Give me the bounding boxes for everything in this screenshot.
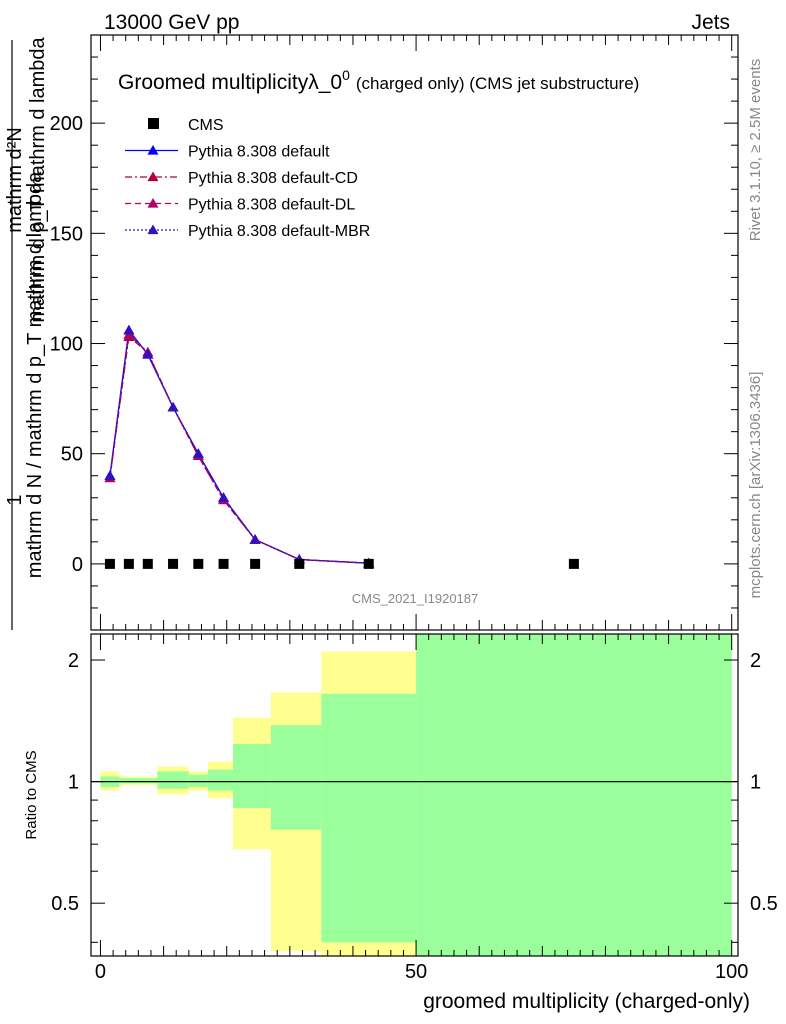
legend-label: CMS: [188, 117, 224, 134]
legend-marker: [147, 198, 159, 208]
y-tick-label: 150: [50, 223, 83, 245]
ratio-y-tick-label-left: 0.5: [51, 893, 79, 915]
ratio-plot-frame: [90, 633, 739, 957]
ratio-band-inner: [233, 743, 271, 809]
chart-title: Groomed multiplicityλ_00 (charged only) (…: [118, 67, 639, 94]
main-y-axis-label: 1 mathrm d N / mathrm d p_T mathrm d lam…: [4, 36, 49, 630]
ratio-y-tick-label-left: 2: [68, 650, 79, 672]
ratio-y-tick-label-right: 2: [750, 650, 761, 672]
ratio-y-tick-label-right: 0.5: [750, 893, 778, 915]
legend-marker: [147, 145, 159, 155]
main-plot-markers: [104, 558, 579, 569]
data-point: [123, 558, 134, 569]
series-line: [109, 328, 369, 564]
legend-marker: [147, 171, 159, 182]
ratio-y-axis-label: Ratio to CMS: [23, 750, 40, 839]
data-point: [568, 558, 579, 569]
x-tick-label: 50: [405, 961, 427, 983]
series-line: [109, 333, 369, 564]
x-axis-label: groomed multiplicity (charged-only): [423, 990, 750, 1013]
data-point: [218, 558, 229, 569]
y-label-denominator: mathrm d p_T mathrm d lambda: [27, 36, 49, 322]
main-plot-series: [104, 324, 375, 568]
y-tick-label: 0: [72, 554, 83, 576]
series-point: [123, 324, 135, 335]
legend-label: Pythia 8.308 default-DL: [188, 197, 355, 214]
header-right-label: Jets: [691, 11, 730, 34]
data-point: [250, 558, 261, 569]
series-point: [104, 470, 116, 480]
series-point: [142, 349, 154, 359]
ratio-band-inner: [321, 693, 417, 943]
ratio-bands: [91, 634, 738, 956]
data-point: [363, 558, 374, 569]
y-label-numerator: mathrm d²N: [4, 127, 26, 233]
ratio-y-tick-label-left: 1: [68, 772, 79, 794]
legend-label: Pythia 8.308 default-MBR: [188, 223, 370, 240]
ratio-plot-axes: 0.5 0.5 1 1 2 2 0 50 100: [51, 634, 778, 983]
main-plot-axes: 0 50 100 150 200: [50, 35, 738, 630]
series-line: [109, 328, 369, 564]
data-point: [168, 558, 179, 569]
x-tick-label: 0: [95, 961, 106, 983]
legend-label: Pythia 8.308 default-CD: [188, 170, 358, 187]
ratio-band-inner: [119, 778, 139, 784]
data-point: [294, 558, 305, 569]
analysis-watermark: CMS_2021_I1920187: [352, 591, 479, 606]
rivet-version-label: Rivet 3.1.10, ≥ 2.5M events: [747, 59, 764, 242]
ratio-band-inner: [188, 774, 208, 787]
mcplots-label: mcplots.cern.ch [arXiv:1306.3436]: [747, 372, 764, 599]
legend-item: Pythia 8.308 default-CD: [125, 170, 358, 187]
ratio-y-tick-label-right: 1: [750, 772, 761, 794]
series-point: [167, 401, 179, 412]
ratio-band-inner: [207, 769, 234, 791]
ratio-band-inner: [138, 778, 158, 784]
ratio-band-inner: [416, 634, 732, 956]
legend-item: Pythia 8.308 default-DL: [125, 197, 355, 214]
data-point: [104, 558, 115, 569]
legend-marker: [147, 224, 159, 235]
y-tick-label: 100: [50, 334, 83, 356]
y-tick-label: 200: [50, 113, 83, 135]
legend-item: Pythia 8.308 default-MBR: [125, 223, 370, 240]
y-tick-label: 50: [61, 444, 83, 466]
main-plot-frame: [90, 34, 739, 631]
series-point: [192, 448, 204, 458]
series-point: [218, 492, 230, 502]
y-label-main: mathrm d N / mathrm d p_T mathrm d lambd…: [24, 171, 46, 578]
x-tick-label: 100: [715, 961, 748, 983]
main-plot-panel: 0 50 100 150 200 Groomed multiplicityλ_00 (ch…: [50, 34, 739, 631]
data-point: [193, 558, 204, 569]
legend-label: Pythia 8.308 default: [188, 144, 330, 161]
legend-item: Pythia 8.308 default: [125, 144, 330, 161]
ratio-band-inner: [270, 725, 322, 830]
data-point: [142, 558, 153, 569]
legend: CMS Pythia 8.308 default Pythia 8.308 defa…: [125, 117, 370, 240]
ratio-band-inner: [157, 771, 189, 789]
y-label-prefactor: 1: [4, 494, 26, 505]
ratio-plot-panel: 0.5 0.5 1 1 2 2 0 50 100: [51, 633, 778, 983]
legend-marker: [148, 118, 159, 129]
series-point: [249, 534, 261, 544]
header-left-label: 13000 GeV pp: [104, 11, 239, 34]
series-line: [109, 335, 369, 564]
legend-item: CMS: [148, 117, 224, 134]
